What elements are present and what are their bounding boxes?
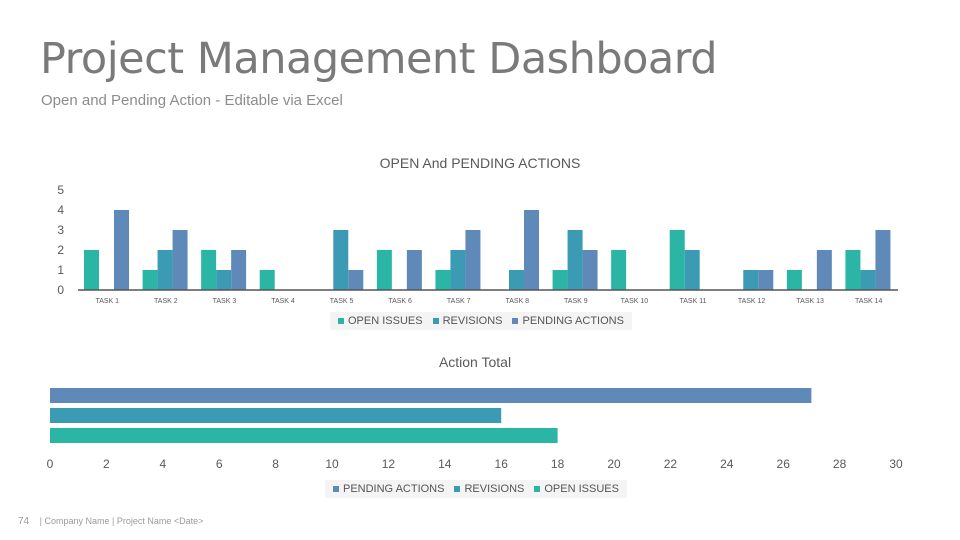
legend-swatch-pending-actions	[512, 318, 519, 324]
legend-item-revisions: REVISIONS	[432, 315, 503, 327]
action-total-legend: PENDING ACTIONS REVISIONS OPEN ISSUES	[325, 480, 627, 498]
legend-item-revisions: REVISIONS	[454, 483, 524, 495]
y-tick-label: 3	[57, 223, 64, 237]
open-pending-legend: OPEN ISSUES REVISIONS PENDING ACTIONS	[330, 312, 632, 330]
legend-swatch-pending-actions	[333, 486, 339, 492]
x-tick-label: 10	[325, 457, 339, 471]
x-tick-label: 6	[216, 457, 223, 471]
bar-pending-actions-task-2	[172, 230, 188, 290]
x-tick-label: 26	[777, 457, 791, 471]
bar-pending-actions	[50, 388, 812, 403]
bar-revisions-task-7	[450, 250, 466, 290]
bar-pending-actions-task-13	[816, 250, 832, 290]
x-tick-label: TASK 9	[564, 298, 588, 305]
chart-title: Action Total	[439, 354, 511, 370]
bar-open-issues-task-1	[84, 250, 99, 290]
bar-pending-actions-task-8	[524, 210, 539, 290]
bar-open-issues-task-6	[376, 250, 392, 290]
legend-item-pending-actions: PENDING ACTIONS	[512, 315, 624, 327]
legend-item-open-issues: OPEN ISSUES	[534, 483, 619, 495]
legend-swatch-revisions	[454, 486, 461, 492]
legend-label-revisions: REVISIONS	[442, 315, 503, 327]
bar-revisions-task-3	[216, 270, 232, 290]
bar-pending-actions-task-5	[348, 270, 364, 290]
x-tick-label: 0	[47, 457, 54, 471]
bar-open-issues-task-13	[786, 270, 802, 290]
legend-item-pending-actions: PENDING ACTIONS	[333, 483, 444, 495]
legend-swatch-open-issues	[338, 318, 344, 324]
bar-revisions-task-9	[567, 230, 583, 290]
bar-revisions-task-12	[743, 270, 759, 290]
bar-open-issues-task-10	[611, 250, 627, 290]
x-tick-label: TASK 3	[213, 298, 237, 305]
page-subtitle: Open and Pending Action - Editable via E…	[41, 92, 343, 109]
x-tick-label: 4	[159, 457, 166, 471]
x-tick-label: TASK 6	[388, 298, 412, 305]
y-tick-label: 2	[57, 243, 64, 257]
bar-open-issues-task-14	[845, 250, 861, 290]
x-tick-label: 2	[103, 457, 110, 471]
chart-title: OPEN And PENDING ACTIONS	[380, 155, 581, 171]
legend-label-pending-actions: PENDING ACTIONS	[522, 315, 624, 327]
bar-revisions-task-14	[860, 270, 876, 290]
footer-text: | Company Name | Project Name <Date>	[39, 516, 204, 526]
x-tick-label: 22	[664, 457, 678, 471]
x-tick-label: 30	[889, 457, 903, 471]
bar-revisions-task-11	[684, 250, 700, 290]
x-tick-label: TASK 4	[271, 298, 295, 305]
bar-pending-actions-task-1	[114, 210, 129, 290]
bar-open-issues-task-9	[552, 270, 568, 290]
legend-label-open-issues: OPEN ISSUES	[544, 483, 619, 495]
x-tick-label: 8	[272, 457, 279, 471]
x-tick-label: 18	[551, 457, 565, 471]
bar-open-issues	[50, 428, 558, 443]
bar-open-issues-task-3	[201, 250, 217, 290]
page-number: 74	[18, 516, 30, 527]
open-pending-actions-chart: OPEN And PENDING ACTIONS 0 1 2 3 4 5 TASK 1 TASK…	[57, 155, 898, 305]
x-tick-label: TASK 12	[738, 298, 766, 305]
x-tick-label: TASK 13	[796, 298, 824, 305]
y-tick-label: 1	[57, 263, 64, 277]
legend-label-open-issues: OPEN ISSUES	[348, 315, 423, 327]
x-tick-label: 14	[438, 457, 452, 471]
bar-revisions-task-2	[157, 250, 173, 290]
bar-pending-actions-task-9	[582, 250, 598, 290]
x-tick-label: TASK 2	[154, 298, 178, 305]
legend-item-open-issues: OPEN ISSUES	[338, 315, 423, 327]
legend-swatch-open-issues	[534, 486, 541, 492]
x-tick-label: 28	[833, 457, 847, 471]
legend-label-pending-actions: PENDING ACTIONS	[343, 483, 445, 495]
bar-revisions	[50, 408, 502, 423]
y-tick-label: 5	[57, 183, 64, 197]
x-tick-label: TASK 1	[95, 298, 119, 305]
bar-revisions-task-5	[333, 230, 349, 290]
x-tick-label: TASK 7	[447, 298, 471, 305]
x-tick-label: TASK 8	[505, 298, 529, 305]
y-tick-label: 0	[57, 283, 64, 297]
legend-swatch-revisions	[432, 318, 439, 324]
bar-open-issues-task-7	[435, 270, 451, 290]
x-tick-label: 12	[382, 457, 396, 471]
bar-pending-actions-task-14	[875, 230, 891, 290]
x-tick-label: TASK 10	[621, 298, 649, 305]
x-tick-label: 16	[495, 457, 509, 471]
bar-open-issues-task-11	[669, 230, 685, 290]
x-tick-label: TASK 11	[680, 298, 707, 305]
bar-open-issues-task-4	[259, 270, 275, 290]
bar-pending-actions-task-3	[231, 250, 247, 290]
footer: 74 | Company Name | Project Name <Date>	[18, 516, 203, 527]
x-tick-label: TASK 5	[330, 298, 354, 305]
bar-pending-actions-task-6	[406, 250, 422, 290]
legend-label-revisions: REVISIONS	[464, 483, 525, 495]
bar-pending-actions-task-12	[758, 270, 774, 290]
y-tick-label: 4	[57, 203, 64, 217]
x-tick-label: TASK 14	[855, 298, 883, 305]
page-title: Project Management Dashboard	[40, 34, 718, 84]
bar-open-issues-task-2	[142, 270, 158, 290]
bar-pending-actions-task-7	[465, 230, 481, 290]
x-tick-label: 24	[720, 457, 734, 471]
bar-revisions-task-8	[509, 270, 524, 290]
x-tick-label: 20	[607, 457, 621, 471]
